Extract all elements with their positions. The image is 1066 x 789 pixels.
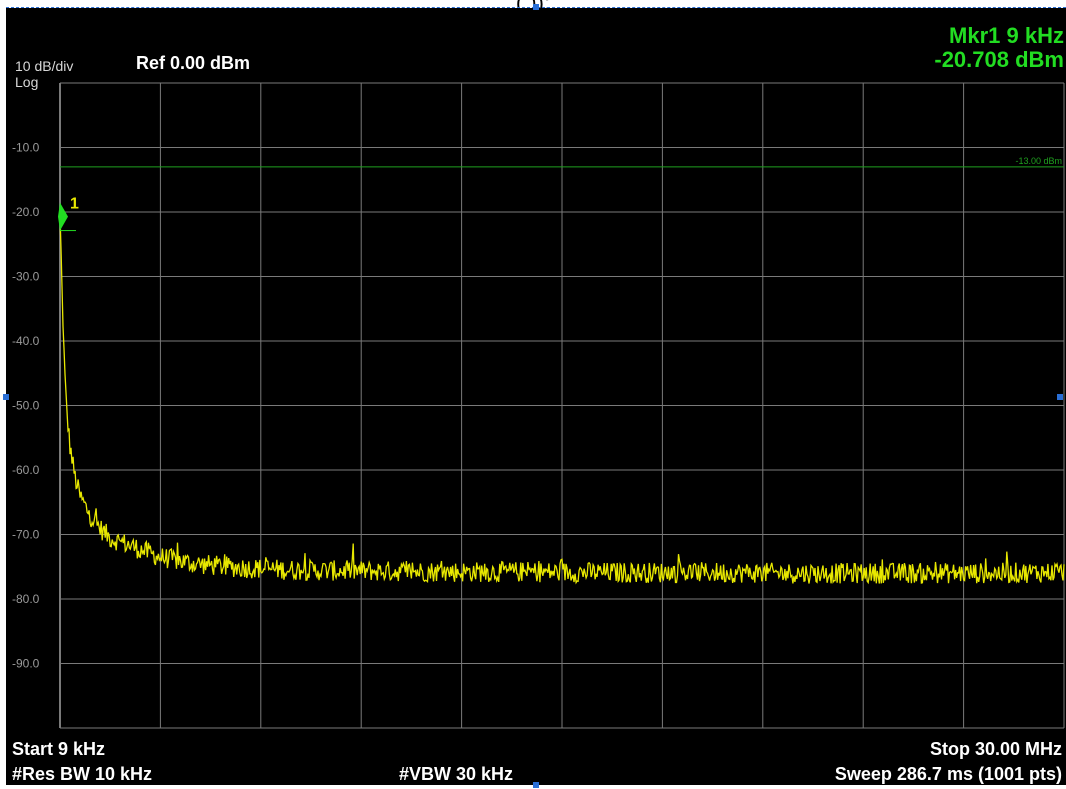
resize-handle-right-middle[interactable] (1057, 394, 1063, 400)
resize-handle-bottom-center[interactable] (533, 782, 539, 788)
marker-frequency: Mkr1 9 kHz (949, 23, 1064, 48)
marker-diamond (58, 202, 68, 231)
y-tick-label: -20.0 (12, 205, 40, 219)
resize-handle-left-middle[interactable] (3, 394, 9, 400)
y-tick-label: -40.0 (12, 334, 40, 348)
y-tick-label: -60.0 (12, 463, 40, 477)
marker-number: 1 (70, 196, 79, 213)
y-tick-label: -90.0 (12, 657, 40, 671)
scale-mode-label: Log (15, 74, 39, 90)
y-tick-label: -10.0 (12, 141, 40, 155)
stop-frequency: Stop 30.00 MHz (929, 739, 1062, 759)
start-frequency: Start 9 kHz (12, 739, 106, 759)
sweep-time: Sweep 286.7 ms (1001 pts) (834, 764, 1062, 784)
spectrum-trace (59, 215, 1065, 585)
y-tick-label: -30.0 (12, 270, 40, 284)
resolution-bandwidth: #Res BW 10 kHz (12, 764, 153, 784)
spectrum-plot: -10.0 -20.0 -30.0 -40.0 -50.0 -60.0 -70.0 -80.0… (12, 82, 1065, 729)
resize-handle-top-center[interactable] (533, 4, 539, 10)
scale-label: 10 dB/div (15, 58, 74, 74)
analyzer-screen: -10.0 -20.0 -30.0 -40.0 -50.0 -60.0 -70.0 -80.0… (6, 8, 1066, 785)
y-tick-label: -70.0 (12, 528, 40, 542)
y-tick-label: -50.0 (12, 399, 40, 413)
video-bandwidth: #VBW 30 kHz (399, 764, 514, 784)
marker-level: -20.708 dBm (934, 47, 1064, 72)
y-tick-label: -80.0 (12, 592, 40, 606)
limit-line-label: -13.00 dBm (1015, 156, 1062, 166)
reference-level: Ref 0.00 dBm (136, 53, 251, 73)
